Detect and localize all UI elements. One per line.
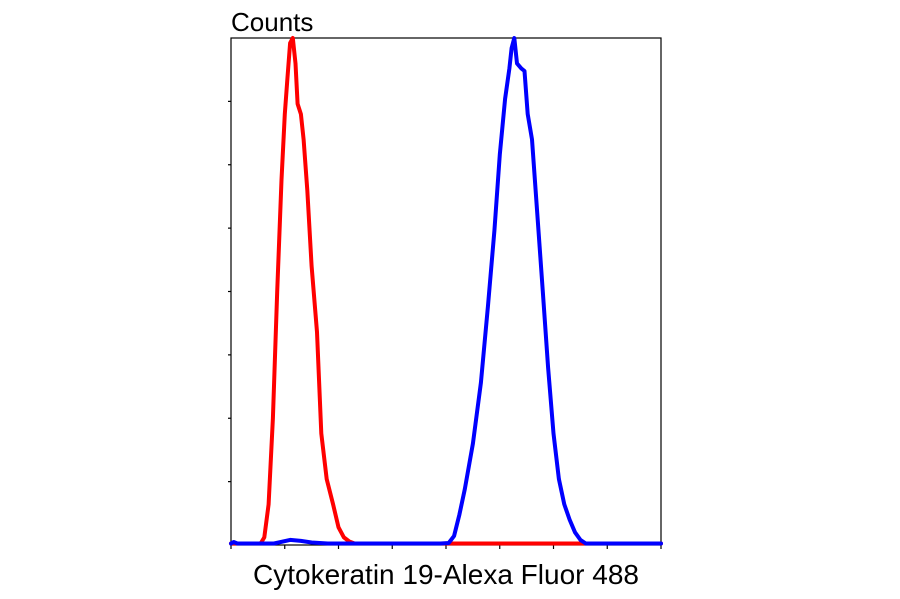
x-axis-ticks	[230, 545, 662, 549]
y-axis-ticks	[228, 100, 231, 483]
series-layer	[229, 36, 663, 546]
series-line-0	[229, 36, 663, 546]
x-axis-label: Cytokeratin 19-Alexa Fluor 488	[253, 559, 639, 590]
series-line-1	[229, 36, 663, 546]
y-axis-label: Counts	[231, 7, 313, 37]
plot-frame	[230, 37, 662, 546]
